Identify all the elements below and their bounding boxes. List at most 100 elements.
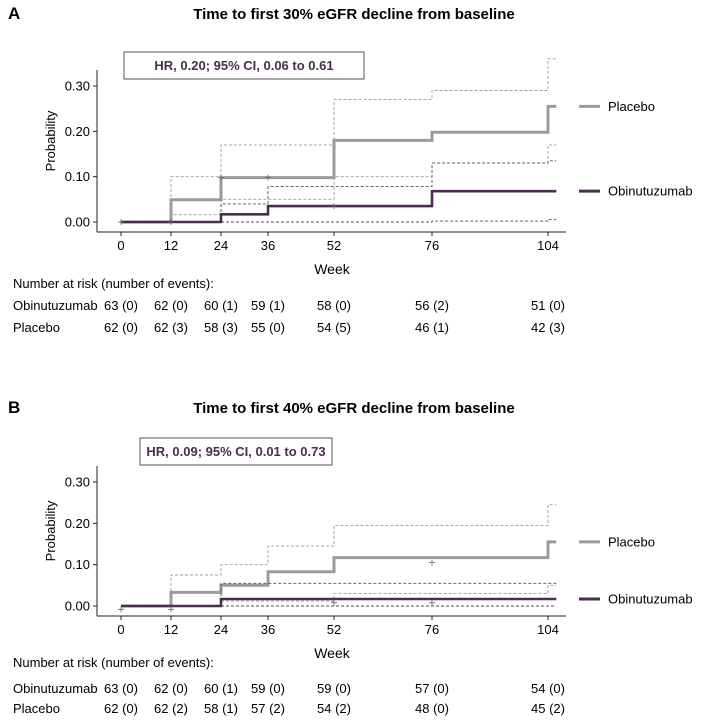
risk-cell: 54 (0) — [531, 681, 565, 696]
x-tick-label: 24 — [214, 238, 228, 253]
x-tick-label: 24 — [214, 622, 228, 637]
x-tick-label: 76 — [425, 622, 439, 637]
risk-cell: 51 (0) — [531, 298, 565, 313]
x-tick-label: 76 — [425, 238, 439, 253]
y-axis-label: Probability — [43, 500, 58, 561]
panel-letter: B — [8, 398, 20, 417]
ci-lower-line — [121, 144, 557, 223]
risk-row-label: Placebo — [13, 701, 60, 716]
x-tick-label: 52 — [327, 238, 341, 253]
censor-mark — [118, 606, 124, 613]
risk-cell: 62 (2) — [154, 701, 188, 716]
x-tick-label: 0 — [117, 622, 124, 637]
risk-cell: 59 (0) — [251, 681, 285, 696]
survival-step-line — [121, 540, 557, 608]
panel-letter: A — [8, 4, 20, 23]
x-tick-label: 52 — [327, 622, 341, 637]
risk-cell: 62 (0) — [154, 298, 188, 313]
risk-cell: 60 (1) — [204, 681, 238, 696]
x-tick-label: 104 — [537, 238, 559, 253]
risk-row-label: Placebo — [13, 320, 60, 335]
risk-cell: 63 (0) — [104, 681, 138, 696]
risk-cell: 58 (1) — [204, 701, 238, 716]
series-end-label: Placebo — [608, 534, 655, 549]
series-obinutuzumab: Obinutuzumab — [118, 582, 693, 613]
x-tick-label: 12 — [164, 622, 178, 637]
survival-step-line — [121, 189, 557, 224]
panel-a: A Time to first 30% eGFR decline from bas… — [8, 4, 693, 335]
y-tick-label: 0.00 — [65, 599, 90, 614]
risk-cell: 58 (0) — [317, 298, 351, 313]
ci-upper-line — [121, 58, 557, 223]
risk-row-label: Obinutuzumab — [13, 298, 98, 313]
hr-annotation-box — [123, 51, 365, 80]
risk-cell: 58 (3) — [204, 320, 238, 335]
x-tick-label: 0 — [117, 238, 124, 253]
censor-mark — [429, 559, 435, 566]
ci-lower-line — [121, 584, 557, 607]
censor-mark — [265, 174, 271, 181]
survival-step-line — [121, 597, 557, 608]
x-axis-label: Week — [314, 261, 351, 277]
y-tick-label: 0.30 — [65, 79, 90, 94]
ci-lower-line — [121, 219, 557, 223]
x-tick-label: 104 — [537, 622, 559, 637]
risk-cell: 54 (5) — [317, 320, 351, 335]
chart-title: Time to first 30% eGFR decline from base… — [193, 6, 514, 23]
censor-mark — [168, 219, 174, 225]
risk-cell: 62 (0) — [104, 701, 138, 716]
censor-mark — [429, 599, 435, 606]
series-end-label: Obinutuzumab — [608, 184, 693, 199]
x-tick-label: 12 — [164, 238, 178, 253]
ci-upper-line — [121, 504, 557, 607]
y-axis-label: Probability — [43, 110, 58, 171]
risk-table-title: Number at risk (number of events): — [13, 276, 214, 291]
series-placebo: Placebo — [121, 504, 655, 608]
risk-cell: 60 (1) — [204, 298, 238, 313]
risk-cell: 57 (2) — [251, 701, 285, 716]
x-tick-label: 36 — [261, 622, 275, 637]
risk-cell: 62 (0) — [154, 681, 188, 696]
censor-mark — [218, 174, 224, 181]
risk-cell: 46 (1) — [415, 320, 449, 335]
risk-cell: 56 (2) — [415, 298, 449, 313]
hr-annotation-text: HR, 0.20; 95% CI, 0.06 to 0.61 — [154, 58, 333, 73]
risk-row-label: Obinutuzumab — [13, 681, 98, 696]
risk-cell: 63 (0) — [104, 298, 138, 313]
censor-mark — [118, 219, 124, 225]
censor-mark — [331, 203, 337, 210]
x-axis-label: Week — [314, 645, 351, 661]
series-end-label: Obinutuzumab — [608, 591, 693, 606]
series-end-label: Placebo — [608, 99, 655, 114]
y-tick-label: 0.00 — [65, 215, 90, 230]
risk-cell: 42 (3) — [531, 320, 565, 335]
risk-cell: 57 (0) — [415, 681, 449, 696]
censor-mark — [331, 599, 337, 606]
risk-cell: 62 (3) — [154, 320, 188, 335]
y-tick-label: 0.10 — [65, 557, 90, 572]
y-tick-label: 0.20 — [65, 124, 90, 139]
y-tick-label: 0.10 — [65, 169, 90, 184]
risk-cell: 45 (2) — [531, 701, 565, 716]
risk-table-title: Number at risk (number of events): — [13, 655, 214, 670]
y-tick-label: 0.20 — [65, 516, 90, 531]
chart-title: Time to first 40% eGFR decline from base… — [193, 400, 514, 417]
risk-cell: 54 (2) — [317, 701, 351, 716]
risk-cell: 48 (0) — [415, 701, 449, 716]
ci-upper-line — [121, 582, 557, 607]
x-tick-label: 36 — [261, 238, 275, 253]
y-tick-label: 0.30 — [65, 475, 90, 490]
risk-cell: 59 (1) — [251, 298, 285, 313]
survival-step-line — [121, 104, 557, 224]
risk-cell: 59 (0) — [317, 681, 351, 696]
risk-cell: 62 (0) — [104, 320, 138, 335]
series-placebo: Placebo — [121, 58, 655, 224]
panel-b: B Time to first 40% eGFR decline from bas… — [8, 398, 693, 716]
hr-annotation-text: HR, 0.09; 95% CI, 0.01 to 0.73 — [146, 444, 325, 459]
hr-annotation-box — [139, 437, 333, 466]
series-obinutuzumab: Obinutuzumab — [118, 160, 693, 225]
risk-cell: 55 (0) — [251, 320, 285, 335]
censor-mark — [168, 606, 174, 613]
ci-upper-line — [121, 160, 557, 223]
